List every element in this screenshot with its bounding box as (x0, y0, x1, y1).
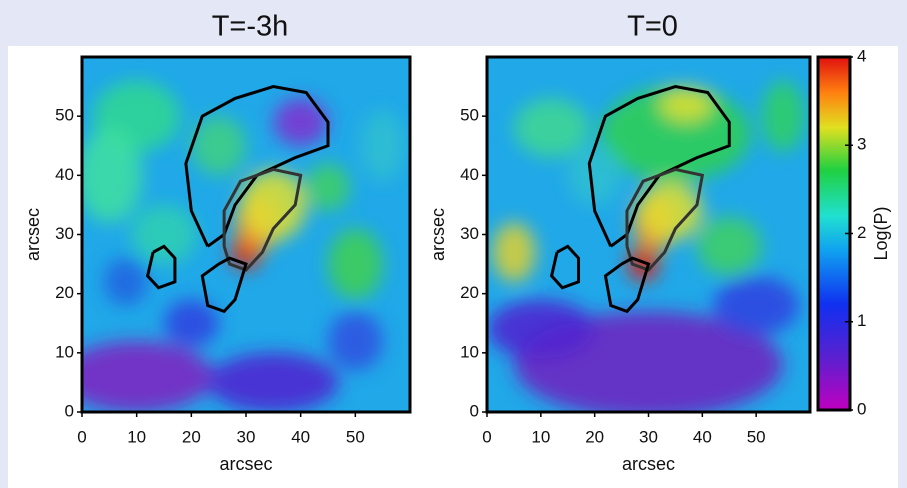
heatmap-patch (600, 86, 751, 182)
contour (625, 167, 705, 272)
heatmap-patch (273, 98, 328, 146)
contour (603, 256, 651, 314)
heatmap-patch (328, 311, 383, 371)
colorbar-tick-label: 4 (857, 46, 866, 65)
x-axis-label: arcsec (622, 454, 675, 474)
x-tick-label: 50 (747, 427, 766, 446)
heatmap-patch (103, 258, 148, 306)
contour (145, 244, 177, 290)
y-tick-label: 20 (460, 283, 479, 302)
x-tick-label: 30 (639, 427, 658, 446)
contour (587, 85, 731, 248)
contour (549, 244, 581, 290)
heatmap-texture (487, 80, 805, 412)
colorbar-tick-label: 1 (857, 311, 866, 330)
heatmap-patch (713, 275, 800, 336)
y-tick-label: 20 (55, 283, 74, 302)
x-tick-label: 0 (77, 427, 86, 446)
x-tick-label: 40 (291, 427, 310, 446)
y-axis-label: arcsec (23, 208, 43, 261)
heatmap-patch (659, 86, 714, 123)
x-tick-label: 40 (693, 427, 712, 446)
x-tick-label: 0 (482, 427, 491, 446)
contour (184, 85, 330, 248)
heatmap-patch (360, 110, 405, 182)
colorbar-tick-label: 3 (857, 135, 866, 154)
y-tick-label: 30 (460, 224, 479, 243)
y-tick-label: 50 (460, 106, 479, 125)
heatmap-patch (131, 204, 197, 265)
heatmap-patch (492, 222, 536, 282)
panel-title: T=0 (627, 11, 678, 43)
heatmap-patch (487, 299, 595, 359)
contour (222, 167, 303, 272)
heatmap-patch (82, 128, 143, 223)
x-tick-label: 10 (127, 427, 146, 446)
y-tick-label: 40 (55, 165, 74, 184)
heatmap-patch (164, 299, 219, 347)
heatmap-patch (207, 352, 339, 412)
colorbar-tick-label: 0 (857, 399, 866, 418)
colorbar-tick-label: 2 (857, 223, 866, 242)
x-tick-label: 30 (237, 427, 256, 446)
heatmap (487, 57, 810, 412)
panel-title: T=-3h (212, 11, 289, 43)
heatmap-patch (513, 98, 590, 158)
y-tick-label: 0 (65, 401, 74, 420)
y-tick-label: 10 (460, 342, 479, 361)
heatmap-patch (191, 116, 247, 176)
heatmap-patch (567, 145, 622, 205)
heatmap-patch (696, 216, 762, 276)
heatmap-patch (82, 341, 214, 412)
colorbar-label: Log(P) (871, 206, 891, 260)
heatmap-patch (626, 246, 660, 282)
x-tick-label: 20 (182, 427, 201, 446)
x-axis-label: arcsec (219, 454, 272, 474)
heatmap-patch (328, 228, 383, 300)
heatmap-patch (306, 163, 350, 211)
y-tick-label: 40 (460, 165, 479, 184)
y-tick-label: 30 (55, 224, 74, 243)
heatmap (82, 57, 410, 412)
heatmap-patch (637, 181, 703, 241)
y-tick-label: 0 (470, 401, 479, 420)
y-axis-label: arcsec (428, 208, 448, 261)
x-tick-label: 10 (531, 427, 550, 446)
contour (200, 256, 248, 314)
x-tick-label: 20 (585, 427, 604, 446)
x-tick-label: 50 (346, 427, 365, 446)
heatmap-patch (240, 169, 307, 241)
y-tick-label: 10 (55, 342, 74, 361)
y-tick-label: 50 (55, 106, 74, 125)
heatmap-patch (761, 80, 805, 152)
